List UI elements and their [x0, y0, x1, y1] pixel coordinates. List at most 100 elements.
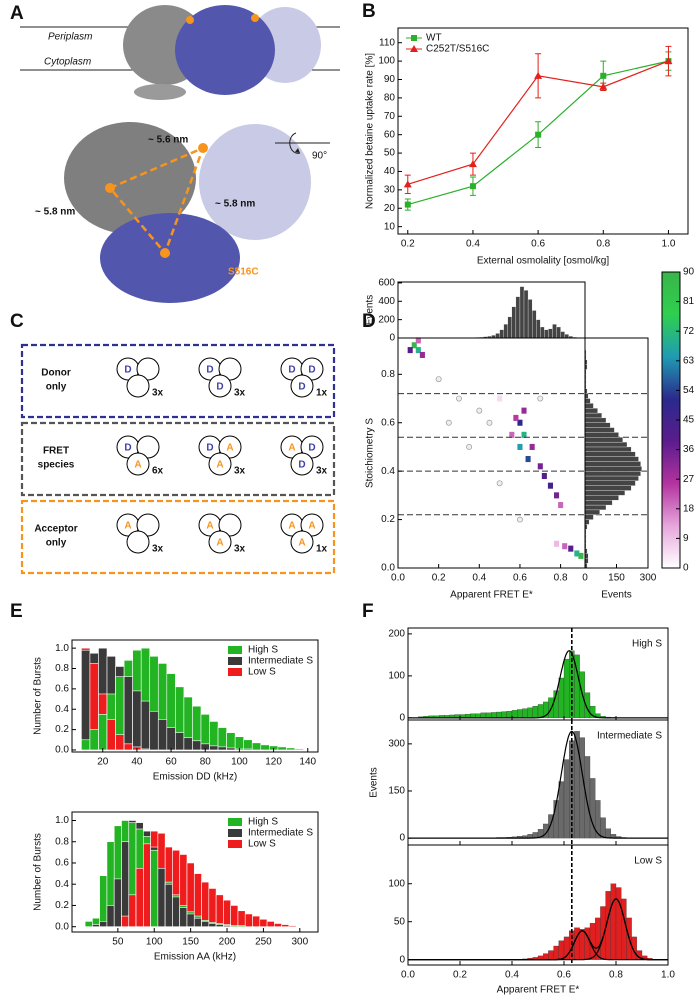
histogram-bar [499, 329, 504, 339]
y-tick-label: 45 [683, 415, 694, 426]
histogram-bar [251, 742, 262, 751]
legend-label: C252T/S516C [426, 44, 489, 55]
legend-label: Low S [248, 667, 276, 678]
histogram-bar [584, 495, 619, 501]
periplasm-label: Periplasm [48, 32, 92, 43]
histogram-bar [540, 326, 545, 339]
rotation-label: 90° [312, 151, 327, 162]
legend-label: High S [248, 817, 278, 828]
y-tick-label: 20 [384, 203, 396, 214]
histogram-bar [84, 921, 93, 927]
group-label: species [38, 460, 75, 471]
histogram-bar [548, 950, 554, 960]
histogram-bar [564, 334, 569, 339]
fluorophore: D [206, 443, 213, 454]
cytoplasm-label: Cytoplasm [44, 57, 91, 68]
histogram-bar [132, 690, 142, 751]
histogram-bar [164, 883, 173, 927]
data-point [664, 57, 673, 65]
histogram-bar [584, 422, 611, 428]
histogram-bar [286, 747, 296, 751]
x-tick-label: 120 [265, 757, 282, 768]
histogram-bar [252, 915, 261, 927]
histogram-bar [496, 711, 502, 719]
histogram-bar [208, 923, 217, 927]
histogram-bar [121, 915, 130, 927]
histogram-bar [215, 924, 224, 927]
histogram-bar [260, 744, 270, 751]
fluorophore: D [298, 460, 305, 471]
histogram-bar [183, 737, 193, 751]
stoichiometry-count: 3x [234, 388, 246, 399]
density-cell [415, 337, 421, 344]
density-cell [517, 443, 523, 450]
histogram-bar [166, 727, 176, 751]
group-label: FRET [43, 446, 69, 457]
histogram-bar [98, 714, 108, 751]
histogram-bar [532, 310, 537, 339]
histogram-bar [574, 731, 580, 839]
group-label: only [46, 538, 67, 549]
histogram-bar [230, 925, 239, 927]
histogram-bar [115, 734, 125, 751]
histogram-bar [186, 913, 195, 927]
fluorophore: D [308, 443, 315, 454]
y-tick-label: 0.6 [381, 417, 395, 428]
y-tick-label: 0 [399, 833, 405, 844]
x-tick-label: 50 [112, 937, 124, 948]
subunit [290, 374, 314, 398]
x-tick-label: 20 [97, 757, 109, 768]
panel-label: D [362, 311, 376, 332]
density-cell [521, 431, 527, 438]
data-point [468, 160, 477, 168]
density-cell [541, 472, 547, 480]
histogram-bar [584, 480, 636, 486]
histogram-bar [517, 709, 523, 719]
y-tick-label: 200 [378, 314, 395, 325]
fluorophore: A [298, 538, 305, 549]
histogram-bar [201, 881, 210, 927]
histogram-bar [610, 883, 617, 960]
y-axis-label: Stoichiometry S [365, 418, 376, 488]
subunit [136, 435, 160, 459]
x-tick-label: 0.4 [505, 970, 519, 981]
histogram-bar [217, 746, 227, 751]
y-tick-label: 9 [683, 533, 689, 544]
panel-label: B [362, 1, 376, 22]
panel-label: E [10, 601, 23, 622]
histogram-bar [274, 923, 282, 927]
histogram-bar [128, 894, 137, 927]
histogram-bar [563, 759, 570, 839]
histogram-bar [584, 519, 590, 525]
density-cell [578, 552, 584, 559]
histogram-bar [584, 756, 591, 839]
x-tick-label: 0.6 [513, 573, 527, 584]
histogram-bar [106, 719, 116, 751]
density-cell [537, 463, 543, 470]
histogram-bar [579, 929, 585, 960]
x-tick-label: 200 [219, 937, 236, 948]
histogram-bar [506, 711, 513, 719]
subunit [290, 452, 314, 476]
histogram-bar [584, 451, 636, 457]
histogram-bar [89, 729, 99, 751]
histogram-bar [277, 746, 287, 751]
data-point [600, 72, 607, 79]
histogram-bar [244, 913, 253, 927]
subunit [218, 513, 242, 537]
label-site [160, 248, 170, 258]
legend-label: Low S [248, 839, 276, 850]
protomer [199, 124, 311, 240]
y-tick-label: 40 [384, 166, 396, 177]
fluorophore: A [124, 521, 131, 532]
x-tick-label: 300 [640, 573, 657, 584]
histogram-bar [501, 711, 507, 719]
legend-label: Intermediate S [248, 656, 313, 667]
fluorophore: D [206, 365, 213, 376]
y-tick-label: 30 [384, 184, 396, 195]
plot-frame [407, 844, 669, 966]
histogram-bar [259, 918, 268, 927]
y-tick-label: 150 [388, 786, 405, 797]
histogram-bar [81, 739, 91, 751]
histogram-bar [584, 461, 641, 467]
